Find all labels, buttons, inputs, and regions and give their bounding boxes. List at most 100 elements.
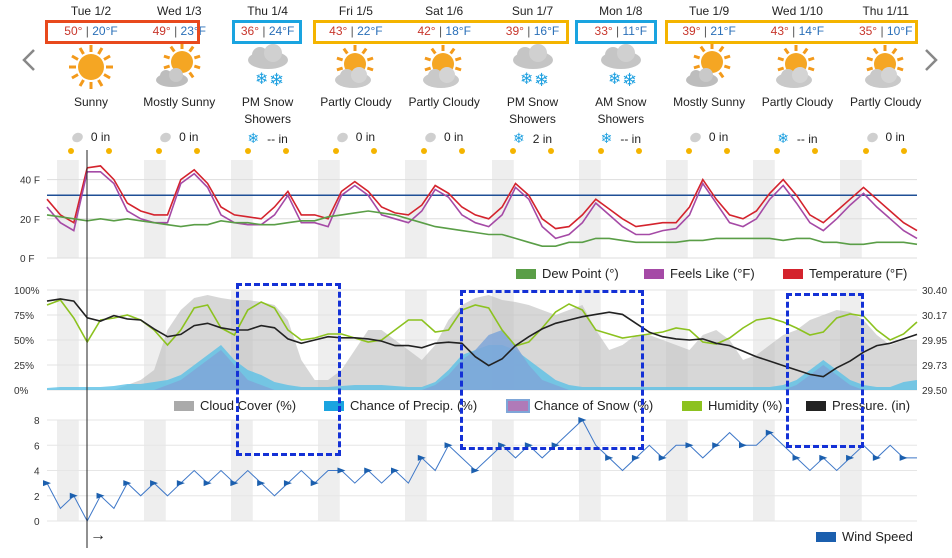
legend-wind-speed-label: Wind Speed (842, 529, 913, 544)
next-arrow-icon[interactable] (918, 40, 944, 80)
legend-cloud-cover: Cloud Cover (%) (174, 398, 296, 413)
day-column[interactable]: Mon 1/8 33° | 11°F ❄ ❄ AM Snow Showers ❄ … (577, 0, 665, 160)
day-temps: 36° | 24°F (230, 24, 306, 38)
day-column[interactable]: Tue 1/9 39° | 21°F Mostly Sunny 0 in (665, 0, 753, 160)
day-column[interactable]: Wed 1/3 49° | 23°F Mostly Sunny 0 in (135, 0, 223, 160)
day-condition: Partly Cloudy (761, 95, 834, 109)
day-date: Sun 1/7 (511, 4, 554, 18)
wind-direction-marker (712, 442, 721, 449)
series-line-feels (46, 171, 918, 240)
high-temp: 33° (594, 24, 613, 38)
sunrise-sunset-markers (862, 148, 907, 154)
day-date: Wed 1/10 (771, 4, 823, 18)
low-temp: 10°F (886, 24, 913, 38)
precip-amount: 0 in (90, 130, 111, 144)
precip-amount: 0 in (708, 130, 729, 144)
night-band (231, 160, 253, 258)
day-column[interactable]: Sat 1/6 42° | 18°F Partly Cloudy 0 in (400, 0, 488, 160)
wind-direction-marker (391, 467, 399, 474)
day-column[interactable]: Tue 1/2 50° | 20°F Sunny 0 in (47, 0, 135, 160)
wind-direction-marker (524, 442, 533, 449)
y-tick-label: 20 F (20, 215, 40, 226)
day-column[interactable]: Sun 1/7 39° | 16°F ❄ ❄ PM Snow Showers ❄ … (489, 0, 577, 160)
y-tick-label-right: 29.50 (922, 386, 947, 397)
wind-direction-marker (417, 454, 426, 461)
sunrise-sunset-markers (68, 148, 112, 154)
legend-dew-point: Dew Point (°) (516, 266, 619, 281)
partly-cloudy-icon (331, 44, 381, 90)
legend-snow: Chance of Snow (%) (506, 398, 653, 413)
day-condition: AM Snow Showers (595, 95, 647, 126)
previous-arrow-icon[interactable] (16, 40, 42, 80)
precip-amount-row: ❄ -- in (753, 130, 841, 147)
wind-direction-marker (364, 467, 373, 474)
low-temp: 22°F (357, 24, 383, 38)
wind-direction-arrow: → (90, 527, 106, 544)
partly-cloudy-icon (861, 44, 911, 90)
y-tick-label-right: 29.95 (922, 336, 947, 347)
y-tick-label-left: 75% (14, 311, 34, 322)
precip-amount-row: 0 in (665, 130, 753, 144)
precip-amount-row: ❄ -- in (224, 130, 312, 147)
wind-direction-marker (471, 467, 480, 474)
low-temp: 11°F (622, 24, 648, 38)
day-column[interactable]: Thu 1/11 35° | 10°F Partly Cloudy 0 in (842, 0, 930, 160)
precip-amount: 0 in (179, 130, 199, 144)
day-temps: 33° | 11°F (583, 24, 659, 38)
day-date: Tue 1/9 (688, 4, 730, 18)
high-temp: 42° (417, 24, 436, 38)
day-column[interactable]: Wed 1/10 43° | 14°F Partly Cloudy ❄ -- i… (753, 0, 841, 160)
temp-separator: | (85, 24, 89, 38)
day-date: Thu 1/4 (247, 4, 288, 18)
wind-direction-marker (123, 480, 132, 487)
temp-separator: | (616, 24, 620, 38)
temp-separator: | (262, 24, 266, 38)
mostly-sunny-icon (154, 43, 204, 90)
low-temp: 14°F (798, 24, 825, 38)
precip-amount-row: 0 in (135, 130, 223, 144)
wind-direction-marker (69, 492, 78, 499)
wind-direction-marker (337, 467, 346, 474)
legend-cloud-cover-label: Cloud Cover (%) (200, 398, 297, 413)
day-date: Sat 1/6 (425, 4, 464, 18)
highlight-box-tue-thu (665, 20, 918, 44)
sunrise-sunset-markers (156, 148, 201, 154)
sunrise-sunset-markers (244, 148, 289, 154)
day-condition: Partly Cloudy (408, 95, 480, 109)
low-temp: 24°F (268, 24, 295, 38)
day-date: Wed 1/3 (157, 4, 202, 18)
day-column[interactable]: Thu 1/4 36° | 24°F ❄ ❄ PM Snow Showers ❄ … (224, 0, 312, 160)
day-column[interactable]: Fri 1/5 43° | 22°F Partly Cloudy 0 in (312, 0, 400, 160)
snow-cloud-icon: ❄ ❄ (596, 44, 646, 91)
y-tick-label: 40 F (20, 176, 40, 187)
precip-amount: 0 in (444, 130, 464, 144)
snowflake-icon: ❄ (777, 130, 789, 146)
wind-direction-marker (605, 454, 614, 461)
high-temp: 43° (770, 24, 789, 38)
svg-text:❄: ❄ (520, 69, 533, 88)
legend-wind-speed: Wind Speed (816, 529, 913, 544)
partly-cloudy-icon (772, 44, 822, 90)
legend-temperature-label: Temperature (°F) (809, 266, 908, 281)
day-condition: Partly Cloudy (320, 95, 392, 109)
sunrise-sunset-markers (686, 148, 731, 154)
low-temp: 16°F (533, 24, 560, 38)
snow-cloud-icon: ❄ ❄ (508, 44, 558, 91)
precip-amount: 2 in (532, 131, 553, 146)
night-band (666, 160, 688, 258)
wind-direction-marker (498, 442, 507, 449)
legend-pressure: Pressure. (in) (806, 398, 910, 413)
dashed-box-snow-1 (236, 283, 341, 456)
precip-amount-row: ❄ -- in (577, 130, 665, 147)
wind-direction-marker (578, 417, 587, 423)
sunrise-sunset-markers (597, 148, 642, 154)
wind-direction-marker (765, 429, 774, 436)
precip-amount: -- in (267, 131, 288, 146)
high-temp: 35° (858, 24, 878, 38)
legend-pressure-label: Pressure. (in) (832, 398, 911, 413)
wind-direction-marker (283, 480, 292, 487)
night-band (318, 160, 340, 258)
day-date: Tue 1/2 (70, 4, 112, 18)
series-line-dew (46, 210, 918, 247)
